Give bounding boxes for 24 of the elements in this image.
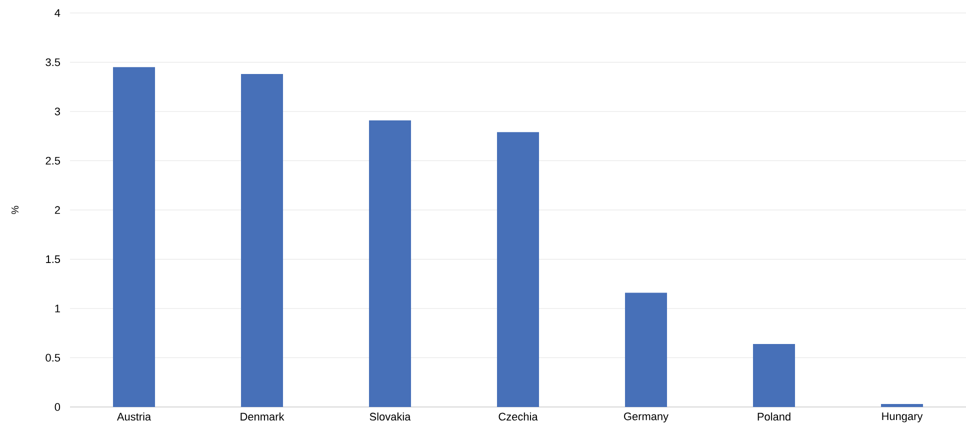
y-tick-label: 1.5 [46,255,60,264]
y-tick-label: 2 [54,206,60,214]
bar [497,132,540,407]
x-tick-label: Austria [116,412,152,421]
y-tick-label: 4 [54,9,60,17]
bar [113,67,156,407]
x-tick-label: Poland [758,412,790,421]
x-tick-label: Czechia [498,412,538,421]
y-tick-label: 1 [55,304,60,312]
x-tick-label: Denmark [240,412,284,421]
bar [241,74,284,407]
y-tick-label: 0.5 [46,354,60,362]
x-tick-label: Slovakia [370,412,411,421]
bar [625,292,668,407]
x-tick-label: Germany [624,412,669,422]
bar [753,344,796,407]
bar [881,404,924,407]
y-tick-label: 0 [54,403,60,411]
bar [369,120,412,407]
y-tick-label: 3 [54,108,60,116]
y-tick-label: 2.5 [46,156,60,165]
y-axis-title: % [12,206,18,214]
x-tick-label: Hungary [882,412,923,422]
y-tick-label: 3.5 [46,58,60,66]
